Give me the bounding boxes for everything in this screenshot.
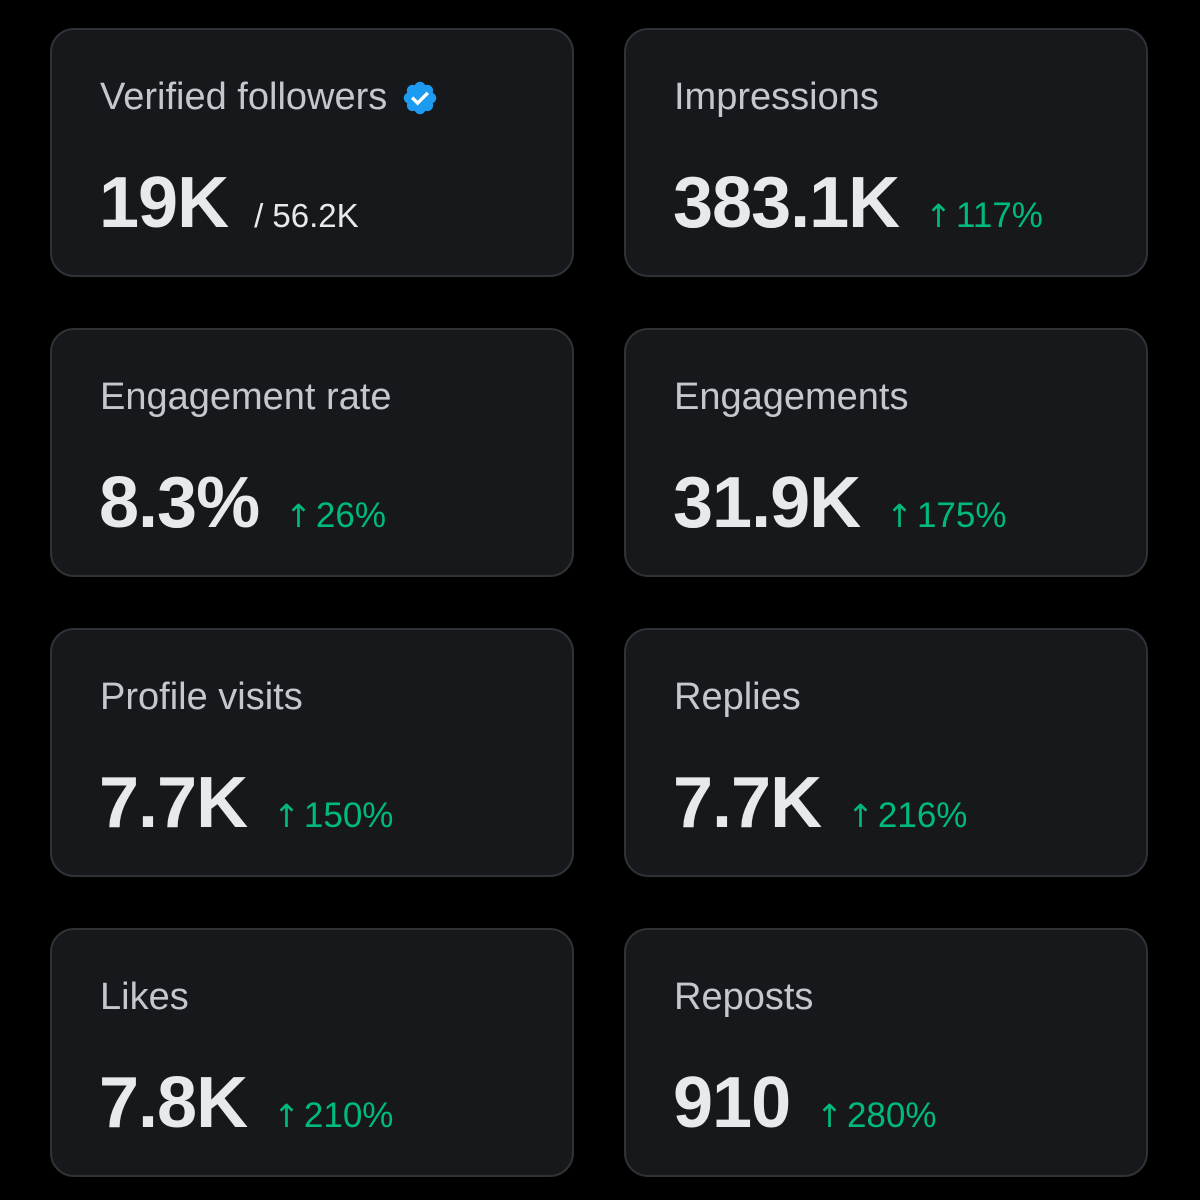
arrow-up-icon: ↑ — [273, 797, 300, 835]
metric-change-value: 150% — [303, 796, 394, 835]
metric-card-likes: Likes 7.8K ↑ 210% — [50, 928, 574, 1177]
metric-label: Profile visits — [100, 676, 303, 718]
arrow-up-icon: ↑ — [816, 1097, 843, 1135]
metric-total: / 56.2K — [254, 197, 359, 234]
metric-value-row: 31.9K ↑ 175% — [673, 462, 1006, 544]
metric-card-reposts: Reposts 910 ↑ 280% — [624, 928, 1148, 1177]
metric-card-replies: Replies 7.7K ↑ 216% — [624, 628, 1148, 877]
arrow-up-icon: ↑ — [886, 497, 913, 535]
metric-card-engagement-rate: Engagement rate 8.3% ↑ 26% — [50, 328, 574, 577]
metric-change: ↑ 210% — [273, 1096, 393, 1136]
metric-label-row: Verified followers — [100, 76, 439, 119]
metric-card-impressions: Impressions 383.1K ↑ 117% — [624, 28, 1148, 277]
metric-change-value: 175% — [916, 496, 1007, 535]
metric-card-engagements: Engagements 31.9K ↑ 175% — [624, 328, 1148, 577]
metric-value-row: 8.3% ↑ 26% — [99, 462, 386, 544]
metric-value-row: 7.7K ↑ 150% — [99, 762, 393, 844]
metric-label: Likes — [100, 976, 189, 1018]
metric-value: 31.9K — [673, 463, 861, 543]
metric-label: Replies — [674, 676, 801, 718]
metric-value-row: 7.8K ↑ 210% — [99, 1062, 393, 1144]
metric-change-value: 26% — [315, 496, 386, 535]
metric-change: ↑ 280% — [816, 1096, 936, 1136]
metric-value-row: 19K / 56.2K — [99, 162, 359, 244]
metric-value: 8.3% — [99, 463, 260, 543]
metric-value-row: 7.7K ↑ 216% — [673, 762, 967, 844]
metric-value-row: 383.1K ↑ 117% — [673, 162, 1043, 244]
arrow-up-icon: ↑ — [285, 497, 312, 535]
metric-change: ↑ 26% — [285, 496, 386, 536]
metric-label: Engagement rate — [100, 376, 392, 418]
arrow-up-icon: ↑ — [925, 197, 952, 235]
metric-label: Verified followers — [100, 76, 388, 118]
arrow-up-icon: ↑ — [847, 797, 874, 835]
metric-label: Engagements — [674, 376, 909, 418]
metric-change-value: 210% — [303, 1096, 394, 1135]
metric-change-value: 216% — [877, 796, 968, 835]
metric-value-row: 910 ↑ 280% — [673, 1062, 936, 1144]
metric-value: 910 — [673, 1063, 791, 1143]
metric-value: 7.7K — [99, 763, 248, 843]
metric-label: Impressions — [674, 76, 879, 118]
arrow-up-icon: ↑ — [273, 1097, 300, 1135]
metric-change-value: 280% — [846, 1096, 937, 1135]
metric-change: ↑ 150% — [273, 796, 393, 836]
verified-badge-icon — [404, 81, 437, 114]
metric-label: Reposts — [674, 976, 814, 1018]
metric-value: 7.7K — [673, 763, 822, 843]
metric-value: 19K — [99, 163, 229, 243]
metric-value: 7.8K — [99, 1063, 248, 1143]
metric-change: ↑ 216% — [847, 796, 967, 836]
metric-card-profile-visits: Profile visits 7.7K ↑ 150% — [50, 628, 574, 877]
metric-card-verified-followers: Verified followers 19K / 56.2K — [50, 28, 574, 277]
metric-change: ↑ 175% — [886, 496, 1006, 536]
metric-change-value: 117% — [955, 196, 1043, 235]
metric-change: ↑ 117% — [925, 196, 1043, 236]
metric-value: 383.1K — [673, 163, 900, 243]
